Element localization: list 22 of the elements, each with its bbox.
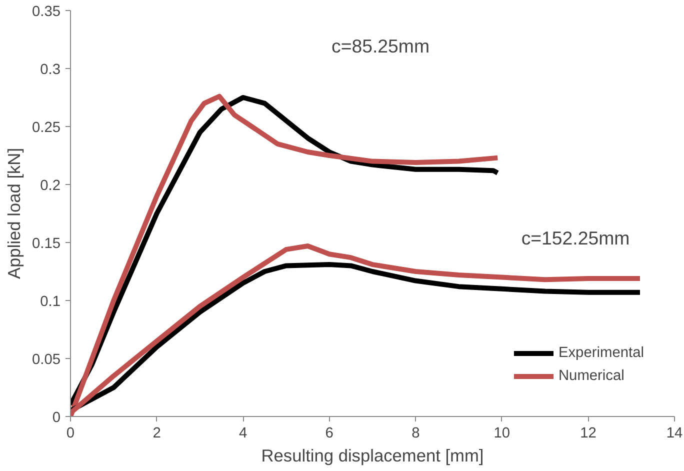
y-tick-label: 0.1 (40, 294, 60, 310)
x-tick-label: 8 (412, 426, 420, 442)
y-tick-label: 0.2 (40, 178, 60, 194)
x-tick-label: 2 (152, 426, 161, 442)
y-tick-label: 0.35 (32, 4, 61, 20)
y-tick-label: 0.3 (40, 62, 60, 78)
x-tick-label: 14 (666, 426, 683, 442)
y-tick-label: 0 (52, 410, 61, 426)
y-tick-label: 0.05 (32, 352, 61, 368)
legend-label: Numerical (558, 368, 624, 384)
x-tick-label: 0 (66, 426, 75, 442)
annotation: c=85.25mm (332, 36, 430, 56)
x-tick-label: 6 (325, 426, 334, 442)
y-tick-label: 0.15 (32, 236, 61, 252)
x-axis-title: Resulting displacement [mm] (261, 446, 484, 466)
x-tick-label: 12 (580, 426, 596, 442)
y-axis-title: Applied load [kN] (4, 148, 24, 279)
x-tick-label: 10 (494, 426, 510, 442)
x-tick-label: 4 (238, 426, 248, 442)
legend-label: Experimental (558, 345, 644, 361)
y-tick-label: 0.25 (32, 120, 61, 136)
annotation: c=152.25mm (521, 228, 630, 248)
